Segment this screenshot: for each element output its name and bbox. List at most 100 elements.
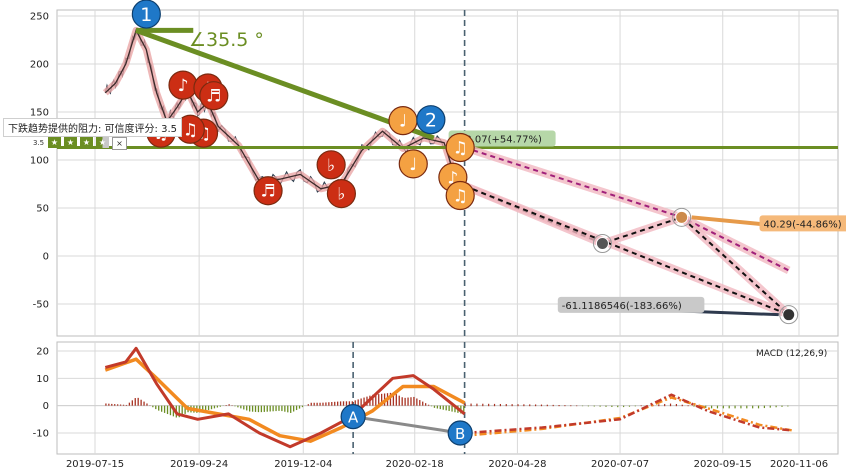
macd-y-tick-label: -10 (33, 429, 49, 440)
macd-histogram-bar (675, 404, 677, 407)
macd-marker (447, 420, 473, 446)
macd-histogram-bar (325, 402, 327, 406)
confidence-stars: ★ ★ ★ ★ × (48, 137, 127, 150)
macd-histogram-bar (260, 405, 263, 413)
macd-histogram-bar (219, 405, 221, 407)
annotation-label: -61.1186546(-183.66%) (562, 301, 682, 312)
price-y-tick-label: 50 (36, 204, 49, 215)
x-tick-label: 2020-02-18 (386, 459, 444, 470)
macd-histogram-bar (546, 404, 548, 407)
annotation-box (557, 296, 705, 313)
macd-histogram-bar (372, 394, 374, 406)
macd-histogram-bar (202, 405, 204, 412)
macd-histogram-bar (529, 404, 531, 407)
macd-histogram-bar (216, 405, 219, 408)
end-point-ring (672, 207, 692, 227)
macd-histogram-bar (213, 405, 216, 409)
macd-histogram-bar (184, 405, 186, 414)
numbered-marker-label: 1 (140, 4, 152, 26)
x-tick-label: 2020-04-28 (488, 459, 546, 470)
macd-histogram-bar (266, 405, 268, 412)
macd-histogram-bar (746, 405, 748, 409)
macd-histogram-bar (351, 401, 353, 406)
macd-histogram-bar (105, 403, 107, 406)
macd-y-tick-label: 10 (36, 374, 49, 385)
macd-histogram-bar (482, 403, 484, 407)
macd-histogram-bar (416, 398, 418, 406)
star-icon: ★ (48, 137, 61, 148)
macd-histogram-bar (290, 405, 292, 413)
macd-histogram-bar (404, 397, 406, 406)
macd-histogram-bar (634, 405, 636, 407)
macd-histogram-bar (228, 404, 230, 406)
macd-histogram-bar (392, 392, 395, 406)
macd-histogram-bar (436, 405, 439, 409)
macd-histogram-bar (763, 405, 765, 409)
macd-histogram-bar (339, 401, 342, 406)
macd-histogram-bar (257, 405, 260, 413)
macd-histogram-bar (225, 405, 227, 406)
macd-histogram-bar (161, 405, 163, 412)
macd-histogram-bar (669, 403, 672, 407)
macd-histogram-bar (445, 405, 447, 411)
macd-histogram-bar (395, 394, 397, 406)
macd-histogram-bar (728, 405, 730, 409)
macd-histogram-bar (284, 405, 286, 412)
macd-histogram-bar (552, 404, 554, 407)
macd-histogram-bar (345, 401, 348, 406)
price-y-tick-label: -50 (33, 300, 49, 311)
macd-histogram-bar (146, 403, 148, 406)
price-y-tick-label: 0 (43, 252, 49, 263)
macd-histogram-bar (331, 402, 333, 406)
macd-histogram-bar (119, 404, 122, 406)
macd-histogram-bar (334, 401, 336, 406)
price-y-tick-label: 150 (30, 108, 49, 119)
macd-histogram-bar (442, 405, 444, 410)
macd-histogram-bar (511, 404, 513, 407)
macd-histogram-bar (740, 405, 742, 409)
macd-histogram-bar (313, 402, 315, 406)
macd-histogram-bar (375, 394, 377, 406)
macd-divergence-line (352, 415, 461, 435)
macd-histogram-bar (664, 403, 666, 407)
annotation-box (448, 130, 556, 147)
macd-histogram-bar (125, 404, 128, 406)
macd-histogram-bar (363, 397, 365, 406)
macd-histogram-bar (278, 405, 280, 411)
macd-panel: 2019-07-15 2019-09-24 2019-12-04 2020-02-18… (33, 341, 839, 470)
macd-legend: MACD (12,26,9) (756, 349, 828, 359)
macd-histogram-bar (493, 403, 496, 407)
macd-histogram-bar (207, 405, 210, 411)
macd-histogram-bar (152, 405, 154, 408)
macd-histogram-bar (464, 403, 466, 407)
macd-histogram-bar (243, 405, 245, 410)
end-point-ring (592, 234, 612, 254)
star-icon: ★ (64, 137, 77, 148)
music-note-glyph: ♫ (183, 120, 198, 140)
close-icon[interactable]: × (112, 137, 127, 150)
macd-histogram-bar (246, 405, 248, 411)
macd-histogram-bar (137, 397, 139, 406)
music-note-glyph: ♭ (337, 185, 345, 205)
macd-y-tick-label: 0 (43, 401, 49, 412)
macd-histogram-bar (169, 405, 172, 416)
macd-histogram-bar (599, 405, 601, 407)
music-note-glyph: ♫ (453, 187, 468, 207)
macd-histogram-bar (781, 405, 783, 407)
macd-histogram-bar (122, 404, 125, 406)
macd-histogram-bar (757, 405, 760, 409)
macd-histogram-bar (360, 398, 362, 406)
numbered-marker-label: 2 (425, 110, 437, 132)
macd-histogram-bar (293, 405, 295, 412)
macd-histogram-bar (158, 405, 160, 411)
macd-histogram-bar (564, 405, 566, 407)
music-note-marker (398, 149, 428, 179)
macd-histogram-bar (319, 402, 321, 406)
macd-histogram-bar (430, 405, 433, 407)
macd-histogram-bar (117, 404, 119, 406)
end-point (595, 237, 609, 251)
music-note-marker (253, 176, 283, 206)
macd-histogram-bar (205, 405, 207, 411)
resistance-score: 3.5 (33, 139, 45, 147)
